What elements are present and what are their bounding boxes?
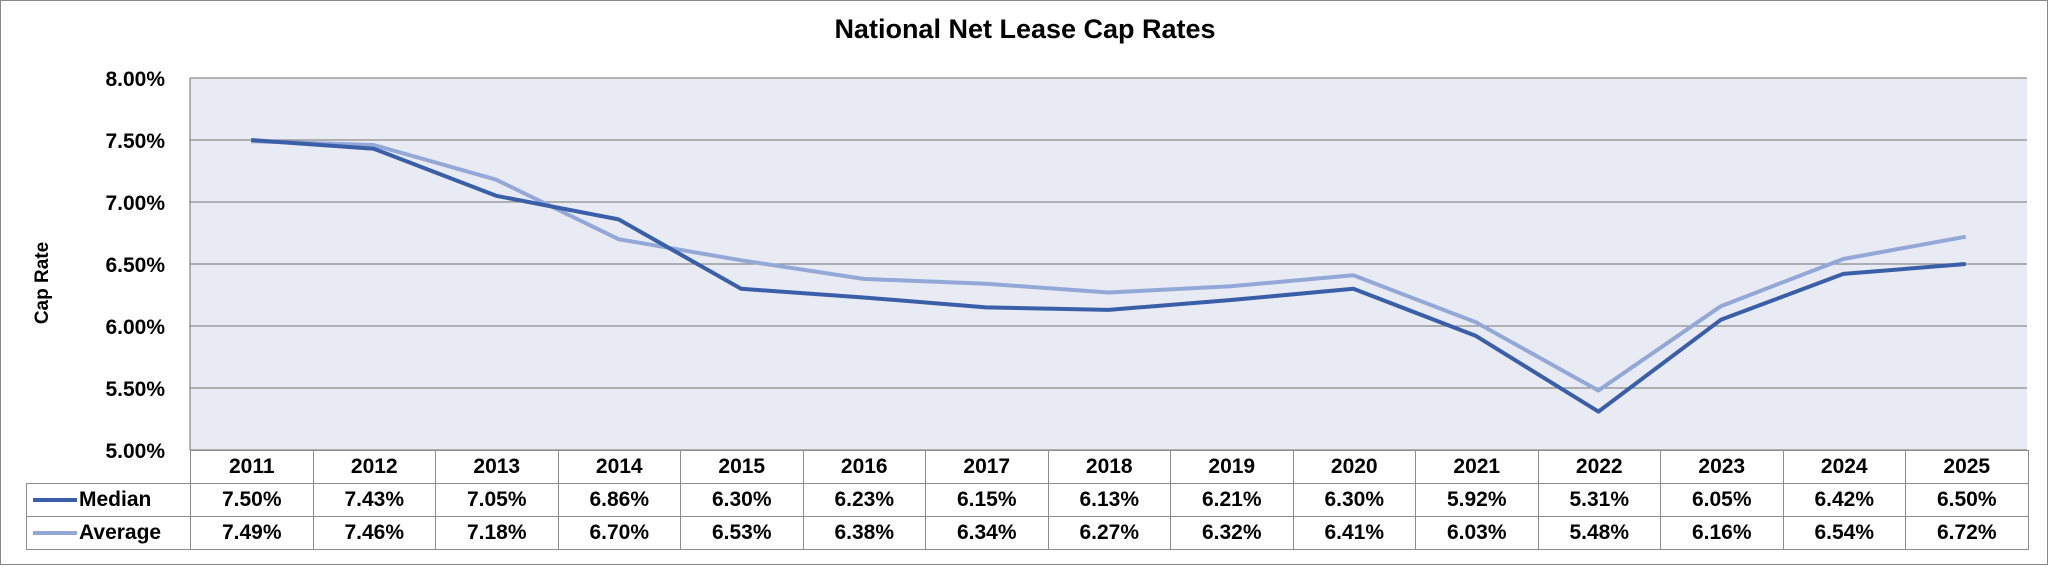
table-cell-value: 7.49% [190,516,314,550]
table-row-average: Average 7.49% 7.46% 7.18% 6.70% 6.53% 6.38% 6.… [26,516,2029,550]
series-line-median [251,138,1966,414]
table-cell-value: 5.92% [1415,483,1539,517]
table-cell-value: 7.05% [435,483,559,517]
y-tick-label: 5.50% [105,378,165,401]
table-cell-value: 7.43% [312,483,436,517]
x-tick-label: 2013 [435,450,559,484]
table-cell-value: 7.50% [190,483,314,517]
table-cell-value: 6.27% [1047,516,1171,550]
table-cell-value: 6.50% [1905,483,2029,517]
x-tick-label: 2018 [1047,450,1171,484]
y-tick-label: 8.00% [105,68,165,91]
legend-median: Median [26,483,191,517]
y-tick-label: 7.50% [105,130,165,153]
table-cell-value: 6.41% [1292,516,1416,550]
x-tick-label: 2024 [1782,450,1906,484]
legend-label: Average [79,521,162,544]
table-header-row: 2011 2012 2013 2014 2015 2016 2017 2018 2019 2020… [26,450,2029,484]
x-tick-label: 2022 [1537,450,1661,484]
legend-label: Median [79,488,152,511]
table-cell-value: 6.21% [1170,483,1294,517]
table-cell-value: 6.70% [557,516,681,550]
table-corner [26,450,191,484]
table-cell-value: 6.38% [802,516,926,550]
x-tick-label: 2021 [1415,450,1539,484]
table-cell-value: 6.30% [1292,483,1416,517]
x-tick-label: 2012 [312,450,436,484]
legend-average: Average [26,516,191,550]
table-cell-value: 7.46% [312,516,436,550]
y-tick-label: 6.50% [105,254,165,277]
table-cell-value: 6.23% [802,483,926,517]
table-cell-value: 6.16% [1660,516,1784,550]
series-line-average [251,139,1967,393]
y-tick-label: 6.00% [105,316,165,339]
x-tick-label: 2017 [925,450,1049,484]
legend-line-icon [33,531,77,536]
data-table: 2011 2012 2013 2014 2015 2016 2017 2018 2019 2020… [26,450,2029,550]
table-cell-value: 6.13% [1047,483,1171,517]
x-tick-label: 2019 [1170,450,1294,484]
x-tick-label: 2025 [1905,450,2029,484]
x-tick-label: 2023 [1660,450,1784,484]
table-cell-value: 6.03% [1415,516,1539,550]
table-cell-value: 6.42% [1782,483,1906,517]
chart-title: National Net Lease Cap Rates [834,14,1216,44]
table-cell-value: 6.15% [925,483,1049,517]
table-cell-value: 6.05% [1660,483,1784,517]
y-tick-label: 7.00% [105,192,165,215]
x-tick-label: 2014 [557,450,681,484]
table-cell-value: 6.30% [680,483,804,517]
table-cell-value: 6.86% [557,483,681,517]
table-cell-value: 6.32% [1170,516,1294,550]
series-lines [251,138,1967,414]
x-tick-label: 2015 [680,450,804,484]
x-tick-label: 2020 [1292,450,1416,484]
table-cell-value: 6.54% [1782,516,1906,550]
x-tick-label: 2016 [802,450,926,484]
y-axis-ticks: 8.00%7.50%7.00%6.50%6.00%5.50%5.00% [105,68,165,463]
table-cell-value: 6.72% [1905,516,2029,550]
table-cell-value: 6.34% [925,516,1049,550]
x-tick-label: 2011 [190,450,314,484]
table-cell-value: 5.48% [1537,516,1661,550]
table-row-median: Median 7.50% 7.43% 7.05% 6.86% 6.30% 6.23% 6.1… [26,483,2029,517]
table-cell-value: 7.18% [435,516,559,550]
table-cell-value: 5.31% [1537,483,1661,517]
legend-line-icon [33,498,77,503]
table-cell-value: 6.53% [680,516,804,550]
